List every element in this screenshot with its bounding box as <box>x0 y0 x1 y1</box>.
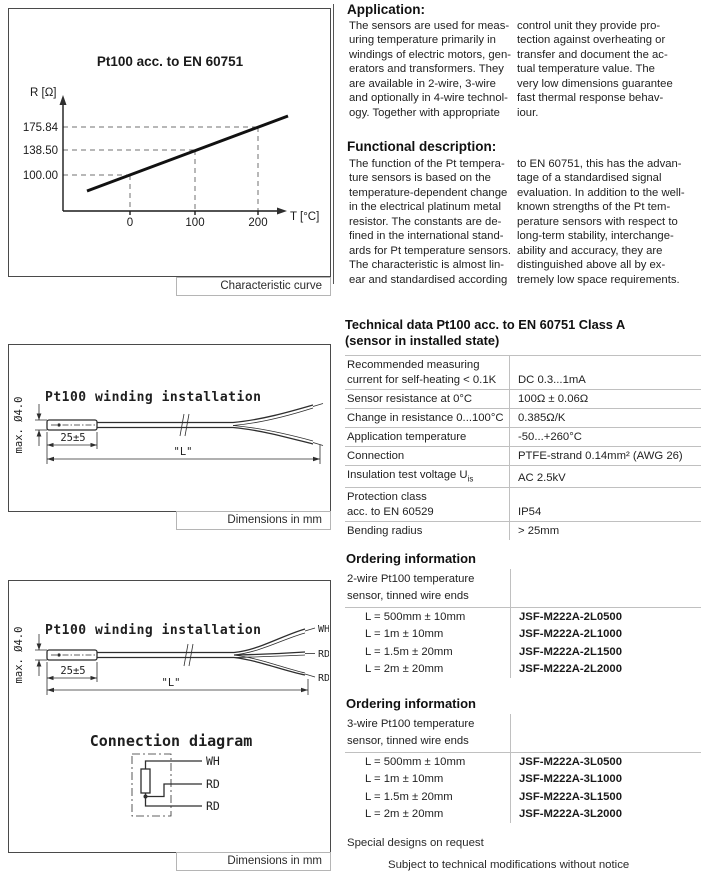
y-axis <box>59 95 67 211</box>
table-row: Recommended measuring current for self-h… <box>345 356 701 390</box>
application-text-col1: The sensors are used for meas- uring tem… <box>349 20 511 119</box>
drawing-3wire-caption: Dimensions in mm <box>176 852 331 871</box>
connection-diagram-title: Connection diagram <box>90 732 253 750</box>
sensor-cable <box>97 643 234 667</box>
y-tick-labels: 175.84 138.50 100.00 <box>23 122 59 182</box>
svg-text:"L": "L" <box>174 446 193 458</box>
svg-text:"L": "L" <box>162 677 181 689</box>
wire-label-wh: WH <box>318 624 329 635</box>
svg-text:0: 0 <box>127 217 133 229</box>
svg-text:25±5: 25±5 <box>60 665 85 677</box>
table-row: L = 500mm ± 10mm JSF-M222A-3L0500 <box>365 755 622 768</box>
drawing-title: Pt100 winding installation <box>45 623 262 638</box>
ordering-2wire-table: 2-wire Pt100 temperature sensor, tinned … <box>345 569 701 678</box>
svg-text:max. Ø4.0: max. Ø4.0 <box>13 627 25 684</box>
dimension-diameter: max. Ø4.0 <box>13 627 47 684</box>
x-axis-label: T [°C] <box>290 211 319 223</box>
sensor-body <box>46 419 98 431</box>
svg-text:175.84: 175.84 <box>23 122 59 134</box>
chart-title: Pt100 acc. to EN 60751 <box>97 54 244 69</box>
sensor-drawing-2wire: Pt100 winding installation <box>13 390 324 464</box>
ordering-2wire-subheading: 2-wire Pt100 temperature sensor, tinned … <box>345 569 701 608</box>
svg-text:25±5: 25±5 <box>60 432 85 444</box>
table-row: Protection class acc. to EN 60529 IP54 <box>345 488 701 523</box>
table-row: Sensor resistance at 0°C 100Ω ± 0.06Ω <box>345 390 701 409</box>
sensor-drawing-3wire: Pt100 winding installation <box>13 623 330 817</box>
sensor-body <box>46 649 98 661</box>
special-designs-note: Special designs on request <box>347 837 484 849</box>
sensor-wires <box>232 403 324 446</box>
functional-text-col1: The function of the Pt tempera- ture sen… <box>349 158 511 286</box>
table-column-divider <box>510 714 511 823</box>
x-tick-labels: 0 100 200 <box>127 217 268 229</box>
ordering-3wire-subheading: 3-wire Pt100 temperature sensor, tinned … <box>345 714 701 753</box>
functional-text-col2: to EN 60751, this has the advan- tage of… <box>517 158 685 286</box>
table-row: L = 500mm ± 10mm JSF-M222A-2L0500 <box>365 610 622 623</box>
connection-label-wh: WH <box>206 754 220 768</box>
table-row: L = 2m ± 20mm JSF-M222A-3L2000 <box>365 808 622 821</box>
dimension-overall-length: "L" <box>46 445 321 464</box>
characteristic-curve-chart: Pt100 acc. to EN 60751 R [Ω] T [°C] <box>23 54 320 229</box>
characteristic-line <box>86 114 289 193</box>
cable-break-symbol <box>183 643 194 667</box>
table-row: L = 2m ± 20mm JSF-M222A-2L2000 <box>365 663 622 676</box>
table-row: L = 1m ± 10mm JSF-M222A-2L1000 <box>365 628 622 641</box>
svg-text:138.50: 138.50 <box>23 145 58 157</box>
connection-diagram: Connection diagram WH RD RD <box>90 732 253 817</box>
drawing-2wire-caption: Dimensions in mm <box>176 511 331 530</box>
table-row: L = 1m ± 10mm JSF-M222A-3L1000 <box>365 773 622 786</box>
dimension-diameter: max. Ø4.0 <box>13 397 47 454</box>
table-row: L = 1.5m ± 20mm JSF-M222A-2L1500 <box>365 645 622 658</box>
application-heading: Application: <box>347 2 425 17</box>
technical-data-heading: Technical data Pt100 acc. to EN 60751 Cl… <box>345 317 626 348</box>
svg-text:100: 100 <box>185 217 204 229</box>
ordering-3wire-table: 3-wire Pt100 temperature sensor, tinned … <box>345 714 701 823</box>
chart-caption: Characteristic curve <box>176 277 331 296</box>
table-row: L = 1.5m ± 20mm JSF-M222A-3L1500 <box>365 790 622 803</box>
dashed-guides <box>63 126 259 211</box>
table-column-divider <box>510 569 511 678</box>
sensor-drawing-2wire-panel: Pt100 winding installation <box>8 344 331 512</box>
y-axis-label: R [Ω] <box>30 87 57 99</box>
application-text-col2: control unit they provide pro- tection a… <box>517 20 673 119</box>
modifications-note: Subject to technical modifications witho… <box>388 859 630 871</box>
cable-break-symbol <box>179 413 190 437</box>
sensor-wires: WH RD RD <box>233 624 330 684</box>
resistor-symbol <box>140 768 151 794</box>
sensor-boundary-box <box>131 753 172 817</box>
connection-label-rd1: RD <box>206 777 220 791</box>
drawing-title: Pt100 winding installation <box>45 390 262 405</box>
ordering-2wire-heading: Ordering information <box>346 551 476 566</box>
technical-data-table: Recommended measuring current for self-h… <box>345 355 701 541</box>
functional-description-heading: Functional description: <box>347 139 497 154</box>
table-row: Change in resistance 0...100°C 0.385Ω/K <box>345 409 701 428</box>
table-row: Bending radius > 25mm <box>345 522 701 541</box>
wire-label-rd2: RD <box>318 673 329 684</box>
wire-label-rd1: RD <box>318 649 329 660</box>
characteristic-curve-panel: Pt100 acc. to EN 60751 R [Ω] T [°C] <box>8 8 331 277</box>
x-axis <box>63 207 287 215</box>
dimension-tip-length: 25±5 <box>46 432 98 449</box>
sensor-cable <box>97 413 233 437</box>
svg-text:max. Ø4.0: max. Ø4.0 <box>13 397 25 454</box>
dimension-overall-length: "L" <box>46 677 309 695</box>
dimension-tip-length: 25±5 <box>46 662 98 682</box>
ordering-3wire-heading: Ordering information <box>346 696 476 711</box>
svg-text:200: 200 <box>248 217 267 229</box>
table-row: Connection PTFE-strand 0.14mm² (AWG 26) <box>345 447 701 466</box>
table-row: Application temperature -50...+260°C <box>345 428 701 447</box>
sensor-drawing-3wire-panel: Pt100 winding installation <box>8 580 331 853</box>
svg-text:100.00: 100.00 <box>23 170 58 182</box>
table-row: Insulation test voltage Uis AC 2.5kV <box>345 466 701 489</box>
connection-label-rd2: RD <box>206 799 220 813</box>
column-divider-rule <box>333 4 334 284</box>
